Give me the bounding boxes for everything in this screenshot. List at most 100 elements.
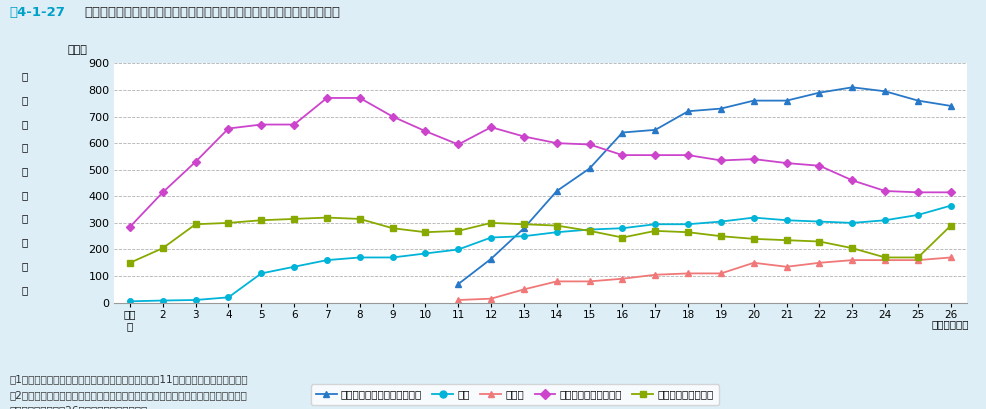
トリクロロエチレン	[747, 236, 759, 241]
Text: （調査年度）: （調査年度）	[931, 319, 968, 329]
砒素	[288, 264, 300, 269]
トリクロロエチレン	[288, 216, 300, 221]
テトラクロロエチレン	[616, 153, 628, 157]
トリクロロエチレン	[583, 228, 595, 233]
トリクロロエチレン	[387, 226, 398, 231]
テトラクロロエチレン	[518, 134, 529, 139]
Text: 井: 井	[22, 213, 28, 224]
トリクロロエチレン	[714, 234, 726, 238]
砒素	[649, 222, 661, 227]
硝酸性窒素及び亜硝酸性窒素	[911, 98, 923, 103]
硝酸性窒素及び亜硝酸性窒素	[550, 189, 562, 193]
硝酸性窒素及び亜硝酸性窒素	[879, 89, 890, 94]
ふっ素	[747, 261, 759, 265]
硝酸性窒素及び亜硝酸性窒素	[812, 90, 824, 95]
テトラクロロエチレン	[550, 141, 562, 146]
テトラクロロエチレン	[812, 163, 824, 168]
テトラクロロエチレン	[649, 153, 661, 157]
Text: 超: 超	[22, 166, 28, 176]
Text: 数: 数	[22, 285, 28, 295]
テトラクロロエチレン	[222, 126, 234, 131]
ふっ素	[944, 255, 955, 260]
トリクロロエチレン	[255, 218, 267, 222]
トリクロロエチレン	[354, 216, 366, 221]
テトラクロロエチレン	[157, 190, 169, 195]
硝酸性窒素及び亜硝酸性窒素	[846, 85, 858, 90]
トリクロロエチレン	[124, 261, 136, 265]
トリクロロエチレン	[846, 246, 858, 251]
砒素	[189, 298, 201, 303]
テトラクロロエチレン	[320, 96, 332, 101]
ふっ素	[649, 272, 661, 277]
Line: 硝酸性窒素及び亜硝酸性窒素: 硝酸性窒素及び亜硝酸性窒素	[456, 85, 952, 287]
Line: ふっ素: ふっ素	[456, 255, 952, 303]
テトラクロロエチレン	[780, 161, 792, 166]
Text: 2：このグラフは環境基準超過井戸本数が比較的多かった項目のみ対象としている: 2：このグラフは環境基準超過井戸本数が比較的多かった項目のみ対象としている	[10, 390, 247, 400]
硝酸性窒素及び亜硝酸性窒素	[485, 256, 497, 261]
テトラクロロエチレン	[387, 114, 398, 119]
テトラクロロエチレン	[846, 178, 858, 183]
トリクロロエチレン	[222, 220, 234, 225]
テトラクロロエチレン	[485, 125, 497, 130]
トリクロロエチレン	[681, 230, 693, 235]
ふっ素	[616, 276, 628, 281]
硝酸性窒素及び亜硝酸性窒素	[452, 281, 463, 286]
テトラクロロエチレン	[288, 122, 300, 127]
硝酸性窒素及び亜硝酸性窒素	[518, 226, 529, 231]
砒素	[354, 255, 366, 260]
砒素	[846, 220, 858, 225]
ふっ素	[518, 287, 529, 292]
トリクロロエチレン	[649, 228, 661, 233]
Line: 砒素: 砒素	[127, 203, 952, 304]
ふっ素	[714, 271, 726, 276]
砒素	[714, 219, 726, 224]
ふっ素	[846, 258, 858, 263]
砒素	[320, 258, 332, 263]
Text: 地下水の水質汚濁に係る環境基準の超過本数（継続監視調査）の推移: 地下水の水質汚濁に係る環境基準の超過本数（継続監視調査）の推移	[84, 6, 339, 19]
テトラクロロエチレン	[911, 190, 923, 195]
トリクロロエチレン	[911, 255, 923, 260]
Text: 境: 境	[22, 95, 28, 105]
硝酸性窒素及び亜硝酸性窒素	[649, 128, 661, 133]
ふっ素	[485, 296, 497, 301]
Text: 準: 準	[22, 142, 28, 153]
Text: 資料：環境省「平成26年度地下水質測定結果」: 資料：環境省「平成26年度地下水質測定結果」	[10, 405, 148, 409]
砒素	[583, 227, 595, 232]
トリクロロエチレン	[616, 235, 628, 240]
ふっ素	[812, 261, 824, 265]
トリクロロエチレン	[157, 246, 169, 251]
砒素	[616, 226, 628, 231]
テトラクロロエチレン	[255, 122, 267, 127]
砒素	[387, 255, 398, 260]
テトラクロロエチレン	[452, 142, 463, 147]
ふっ素	[780, 264, 792, 269]
ふっ素	[550, 279, 562, 284]
Text: 本: 本	[22, 261, 28, 271]
砒素	[518, 234, 529, 238]
砒素	[550, 230, 562, 235]
硝酸性窒素及び亜硝酸性窒素	[616, 130, 628, 135]
硝酸性窒素及び亜硝酸性窒素	[714, 106, 726, 111]
トリクロロエチレン	[879, 255, 890, 260]
Line: テトラクロロエチレン: テトラクロロエチレン	[127, 95, 952, 230]
砒素	[944, 203, 955, 208]
テトラクロロエチレン	[944, 190, 955, 195]
Text: 戸: 戸	[22, 237, 28, 247]
砒素	[485, 235, 497, 240]
テトラクロロエチレン	[879, 189, 890, 193]
トリクロロエチレン	[780, 238, 792, 243]
砒素	[747, 215, 759, 220]
ふっ素	[681, 271, 693, 276]
Text: 図4-1-27: 図4-1-27	[10, 6, 66, 19]
トリクロロエチレン	[320, 215, 332, 220]
テトラクロロエチレン	[583, 142, 595, 147]
硝酸性窒素及び亜硝酸性窒素	[747, 98, 759, 103]
テトラクロロエチレン	[681, 153, 693, 157]
砒素	[255, 271, 267, 276]
テトラクロロエチレン	[419, 129, 431, 134]
トリクロロエチレン	[419, 230, 431, 235]
Text: 環: 環	[22, 71, 28, 81]
テトラクロロエチレン	[747, 157, 759, 162]
砒素	[157, 298, 169, 303]
砒素	[681, 222, 693, 227]
